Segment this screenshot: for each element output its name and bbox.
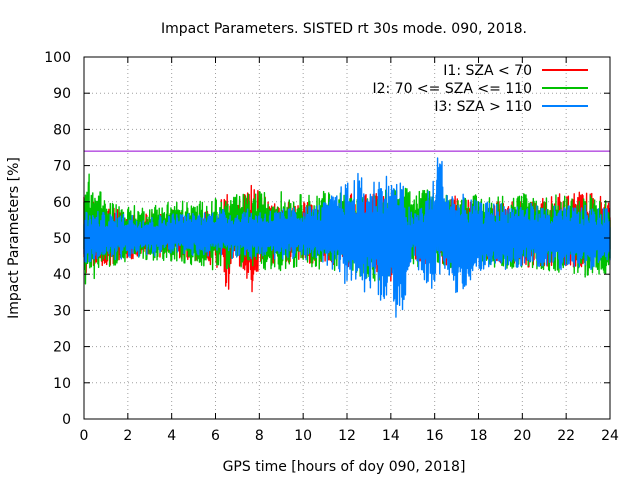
legend-label-2: I2: 70 <= SZA <= 110	[372, 81, 532, 97]
y-tick-label: 40	[53, 267, 71, 283]
y-tick-label: 70	[53, 159, 71, 175]
series-line-3	[83, 157, 611, 318]
y-tick-label: 90	[53, 86, 71, 102]
y-tick-label: 100	[44, 50, 71, 66]
tick-layer: 0 2 4 6 8 10 12 14 16 18 20 22 240102030405060708090…	[44, 50, 619, 444]
x-tick-label: 20	[513, 428, 531, 444]
x-tick-label: 18	[470, 428, 488, 444]
y-tick-label: 0	[62, 412, 71, 428]
y-tick-label: 60	[53, 195, 71, 211]
legend-label-1: I1: SZA < 70	[443, 63, 532, 79]
legend: I1: SZA < 70 I2: 70 <= SZA <= 110 I3: SZA …	[372, 63, 588, 115]
y-tick-label: 10	[53, 376, 71, 392]
y-tick-label: 50	[53, 231, 71, 247]
x-tick-label: 0	[80, 428, 89, 444]
x-tick-label: 8	[255, 428, 264, 444]
chart-title: Impact Parameters. SISTED rt 30s mode. 0…	[161, 21, 527, 37]
x-tick-label: 24	[601, 428, 619, 444]
legend-label-3: I3: SZA > 110	[434, 99, 532, 115]
y-tick-label: 30	[53, 303, 71, 319]
x-tick-label: 14	[382, 428, 400, 444]
x-tick-label: 6	[211, 428, 220, 444]
y-tick-label: 20	[53, 340, 71, 356]
y-axis-label: Impact Parameters [%]	[6, 157, 22, 319]
x-tick-label: 12	[338, 428, 356, 444]
data-layer	[83, 150, 611, 318]
x-tick-label: 4	[167, 428, 176, 444]
x-tick-label: 16	[426, 428, 444, 444]
x-tick-label: 10	[294, 428, 312, 444]
x-axis-label: GPS time [hours of doy 090, 2018]	[223, 459, 466, 475]
x-tick-label: 2	[123, 428, 132, 444]
y-tick-label: 80	[53, 122, 71, 138]
x-tick-label: 22	[557, 428, 575, 444]
